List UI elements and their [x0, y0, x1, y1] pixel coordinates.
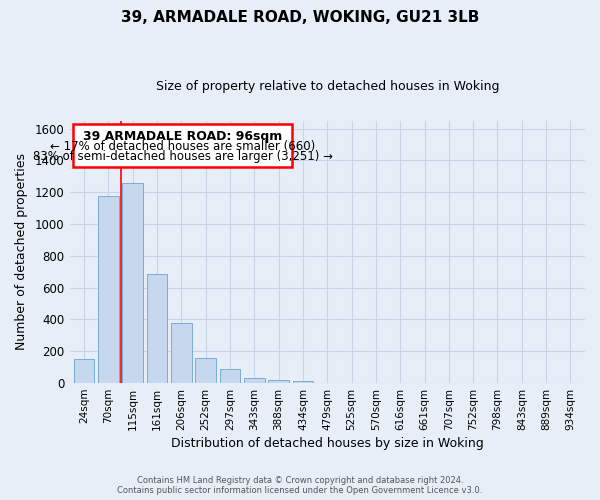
Text: 83% of semi-detached houses are larger (3,251) →: 83% of semi-detached houses are larger (… — [32, 150, 332, 163]
Bar — [196, 358, 216, 383]
Text: ← 17% of detached houses are smaller (660): ← 17% of detached houses are smaller (66… — [50, 140, 315, 153]
Y-axis label: Number of detached properties: Number of detached properties — [15, 154, 28, 350]
FancyBboxPatch shape — [73, 124, 292, 166]
X-axis label: Distribution of detached houses by size in Woking: Distribution of detached houses by size … — [171, 437, 484, 450]
Bar — [268, 380, 289, 383]
Bar — [220, 369, 241, 383]
Bar — [122, 184, 143, 383]
Bar — [171, 324, 192, 383]
Text: 39 ARMADALE ROAD: 96sqm: 39 ARMADALE ROAD: 96sqm — [83, 130, 282, 143]
Bar — [98, 196, 119, 383]
Text: Contains HM Land Registry data © Crown copyright and database right 2024.
Contai: Contains HM Land Registry data © Crown c… — [118, 476, 482, 495]
Bar — [293, 380, 313, 383]
Title: Size of property relative to detached houses in Woking: Size of property relative to detached ho… — [155, 80, 499, 93]
Bar — [244, 378, 265, 383]
Bar — [74, 359, 94, 383]
Bar — [147, 274, 167, 383]
Text: 39, ARMADALE ROAD, WOKING, GU21 3LB: 39, ARMADALE ROAD, WOKING, GU21 3LB — [121, 10, 479, 25]
